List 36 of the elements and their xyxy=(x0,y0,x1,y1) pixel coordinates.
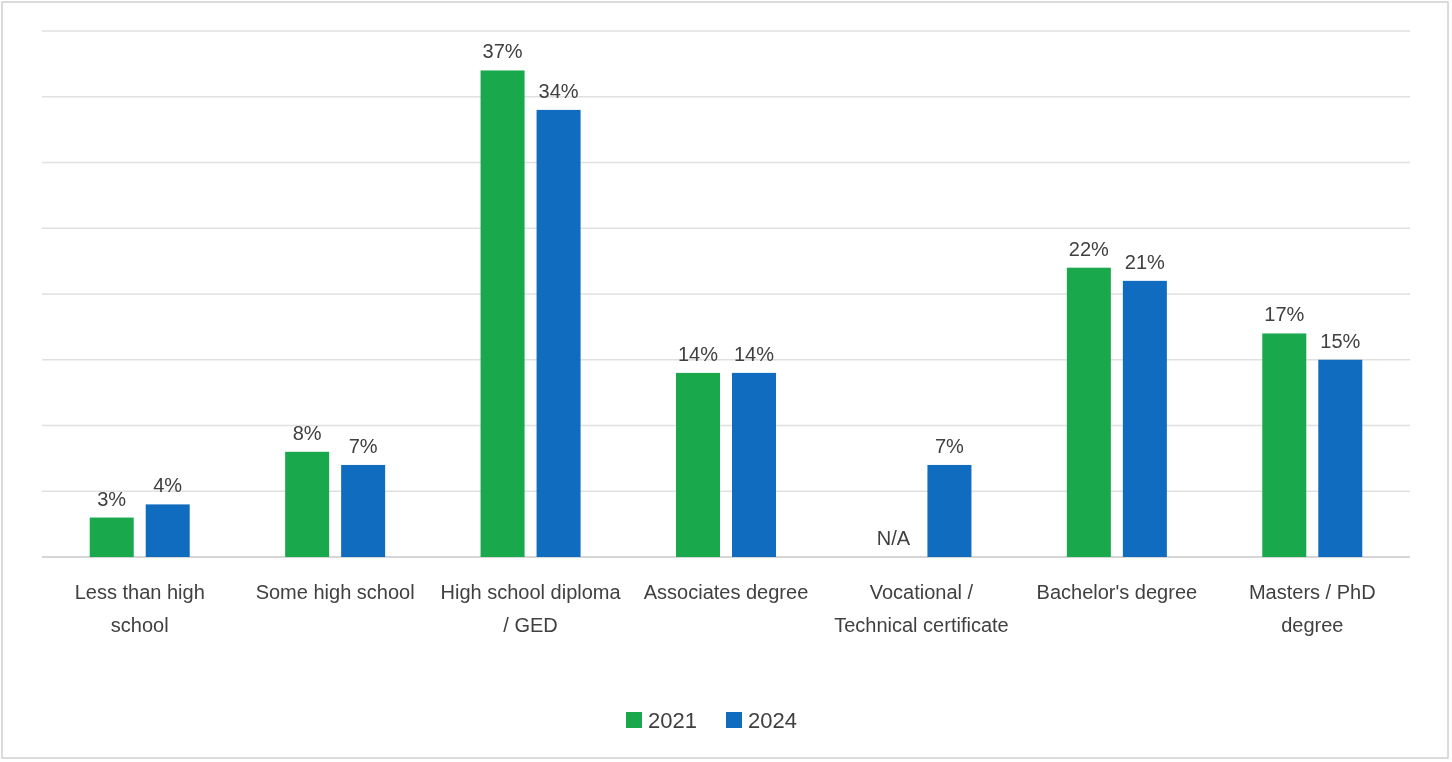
data-label: 3% xyxy=(97,487,127,510)
x-tick-label: High school diploma / GED xyxy=(440,581,622,636)
bar xyxy=(89,517,134,557)
data-label: 22% xyxy=(1068,237,1110,260)
data-label: 7% xyxy=(934,434,965,457)
text: N/A xyxy=(876,527,911,549)
x-tick-label: Masters / PhD degree xyxy=(1248,581,1376,636)
data-label: 14% xyxy=(733,342,775,365)
data-label: 15% xyxy=(1320,329,1361,352)
data-label: 37% xyxy=(482,40,523,63)
bar xyxy=(145,504,190,557)
data-label: 8% xyxy=(292,421,322,444)
x-tick-label: Associates degree xyxy=(643,581,809,603)
legend-label: 2024 xyxy=(748,707,797,733)
bar xyxy=(285,451,330,557)
x-tick-label: Some high school xyxy=(255,581,415,603)
bar xyxy=(676,372,720,557)
data-label: 14% xyxy=(677,342,719,365)
bar xyxy=(341,464,386,557)
data-label: 4% xyxy=(153,474,183,497)
bar xyxy=(1262,333,1307,557)
x-tick-label: Less than high school xyxy=(74,581,205,636)
bar xyxy=(1122,280,1167,557)
x-tick-label: Bachelor's degree xyxy=(1036,581,1198,603)
legend-label: 2021 xyxy=(648,707,697,733)
x-tick-label: Vocational / Technical certificate xyxy=(834,581,1009,636)
data-label: 17% xyxy=(1264,303,1305,326)
bar xyxy=(480,70,525,557)
bar xyxy=(536,109,581,557)
data-label: 21% xyxy=(1124,250,1166,273)
bar xyxy=(732,372,776,557)
bar xyxy=(1066,267,1111,557)
bar xyxy=(1318,359,1363,557)
data-label: 34% xyxy=(538,79,579,102)
data-label: 7% xyxy=(348,434,378,457)
bar xyxy=(927,464,972,557)
